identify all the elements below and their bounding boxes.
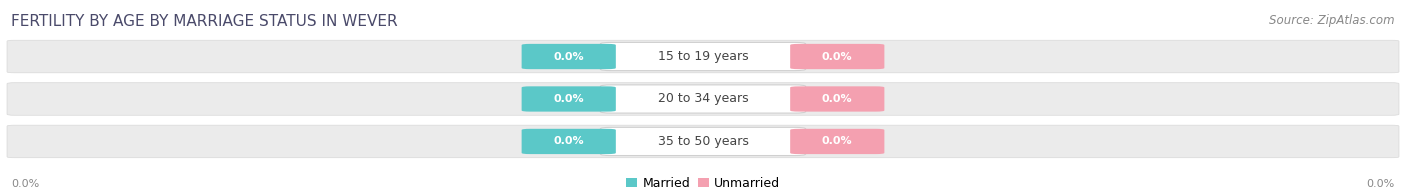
Text: 15 to 19 years: 15 to 19 years	[658, 50, 748, 63]
FancyBboxPatch shape	[790, 129, 884, 154]
FancyBboxPatch shape	[522, 129, 616, 154]
FancyBboxPatch shape	[600, 127, 806, 156]
FancyBboxPatch shape	[790, 86, 884, 112]
Text: 0.0%: 0.0%	[823, 136, 852, 146]
Text: Source: ZipAtlas.com: Source: ZipAtlas.com	[1270, 14, 1395, 27]
FancyBboxPatch shape	[522, 86, 616, 112]
Text: 0.0%: 0.0%	[554, 136, 583, 146]
FancyBboxPatch shape	[790, 44, 884, 69]
FancyBboxPatch shape	[522, 44, 616, 69]
Text: 20 to 34 years: 20 to 34 years	[658, 93, 748, 105]
Legend: Married, Unmarried: Married, Unmarried	[626, 177, 780, 190]
Text: 0.0%: 0.0%	[11, 179, 39, 189]
Text: 0.0%: 0.0%	[554, 52, 583, 62]
Text: FERTILITY BY AGE BY MARRIAGE STATUS IN WEVER: FERTILITY BY AGE BY MARRIAGE STATUS IN W…	[11, 14, 398, 29]
FancyBboxPatch shape	[7, 83, 1399, 115]
FancyBboxPatch shape	[7, 40, 1399, 73]
Text: 35 to 50 years: 35 to 50 years	[658, 135, 748, 148]
Text: 0.0%: 0.0%	[823, 52, 852, 62]
Text: 0.0%: 0.0%	[554, 94, 583, 104]
FancyBboxPatch shape	[600, 42, 806, 71]
FancyBboxPatch shape	[600, 85, 806, 113]
FancyBboxPatch shape	[7, 125, 1399, 158]
Text: 0.0%: 0.0%	[1367, 179, 1395, 189]
Text: 0.0%: 0.0%	[823, 94, 852, 104]
